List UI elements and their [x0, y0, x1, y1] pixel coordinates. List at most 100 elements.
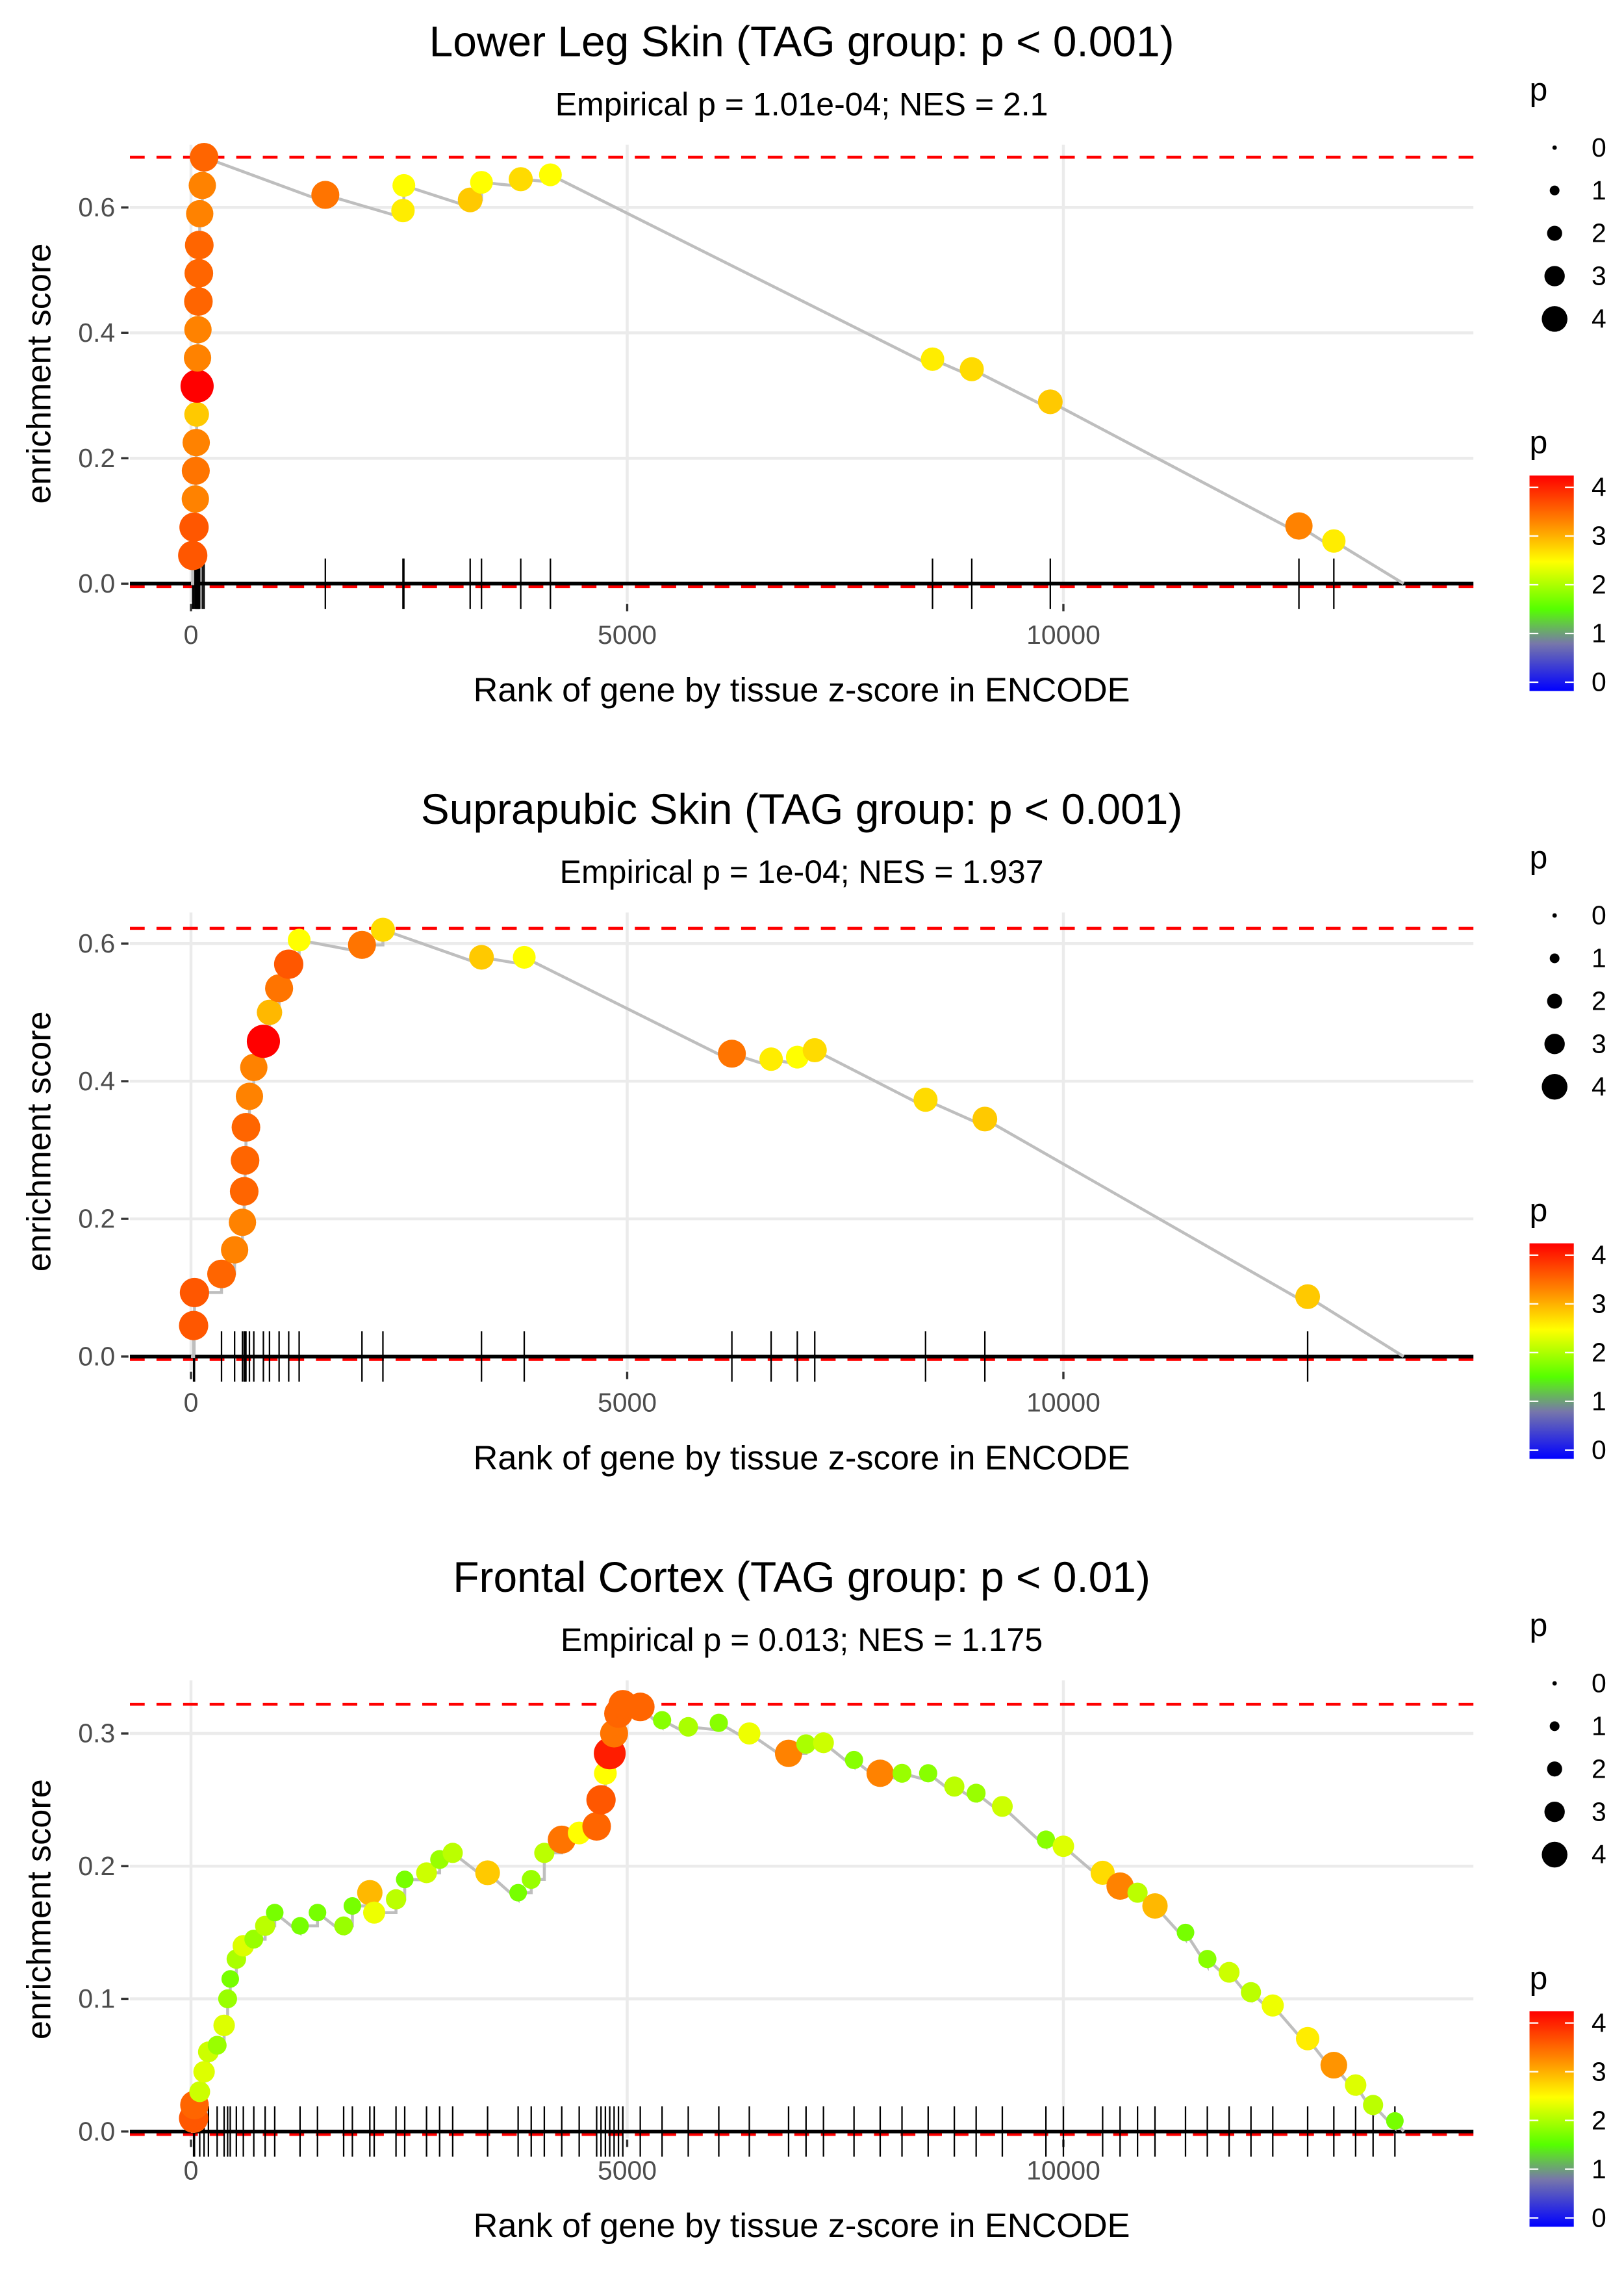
gene-point	[391, 199, 415, 223]
colorbar-label: 0	[1592, 2203, 1606, 2232]
colorbar	[1529, 475, 1574, 691]
gene-point	[944, 1776, 965, 1797]
gene-point	[190, 142, 219, 172]
gene-point	[1363, 2095, 1384, 2115]
gene-point	[586, 1785, 616, 1815]
gene-point	[1176, 1923, 1195, 1941]
gene-point	[184, 316, 212, 344]
size-legend-key	[1552, 913, 1557, 918]
gene-point	[475, 1860, 500, 1885]
y-axis-label: enrichment score	[20, 244, 58, 504]
color-legend-title: p	[1530, 1192, 1548, 1229]
gene-point	[796, 1734, 816, 1754]
gene-point	[738, 1722, 761, 1745]
gene-point	[469, 945, 494, 970]
x-tick-label: 10000	[1026, 2156, 1100, 2186]
gene-point	[470, 171, 493, 194]
colorbar-label: 3	[1592, 521, 1606, 551]
size-legend-key	[1549, 1721, 1560, 1731]
gene-point	[229, 1177, 259, 1206]
gene-point	[1320, 2052, 1347, 2079]
gene-point	[509, 167, 533, 192]
running-enrichment-curve	[191, 927, 1404, 1359]
gene-point	[416, 1862, 437, 1884]
size-legend-label: 2	[1592, 986, 1606, 1016]
gene-point	[309, 1904, 327, 1922]
gene-point	[509, 1884, 527, 1902]
size-legend-title: p	[1530, 71, 1548, 108]
chart-subtitle: Empirical p = 1.01e-04; NES = 2.1	[555, 86, 1048, 122]
gene-point	[522, 1870, 541, 1889]
gene-point	[1198, 1950, 1217, 1969]
colorbar-label: 0	[1592, 1435, 1606, 1464]
chart-subtitle: Empirical p = 0.013; NES = 1.175	[561, 1622, 1043, 1658]
colorbar-label: 1	[1592, 2154, 1606, 2184]
gene-point	[334, 1916, 353, 1935]
colorbar-label: 2	[1592, 2105, 1606, 2135]
gene-point	[240, 1053, 268, 1081]
size-legend-label: 3	[1592, 1028, 1606, 1058]
size-legend-label: 4	[1592, 1839, 1606, 1869]
gene-point	[231, 1113, 260, 1142]
size-legend-key	[1547, 225, 1562, 241]
colorbar	[1529, 2011, 1574, 2227]
chart-title: Suprapubic Skin (TAG group: p < 0.001)	[421, 785, 1183, 833]
chart-panel-2: Suprapubic Skin (TAG group: p < 0.001) Em…	[20, 785, 1606, 1477]
y-axis-label: enrichment score	[20, 1011, 58, 1271]
y-tick-label: 0.2	[78, 1204, 115, 1234]
colorbar-label: 3	[1592, 1288, 1606, 1318]
x-axis-label: Rank of gene by tissue z-score in ENCODE	[474, 1439, 1130, 1477]
size-legend-key	[1544, 1034, 1565, 1054]
gene-point	[396, 1871, 414, 1889]
size-legend-key	[1542, 1841, 1567, 1868]
size-legend-label: 4	[1592, 1071, 1606, 1101]
gene-point	[959, 357, 984, 381]
gene-point	[892, 1763, 912, 1783]
x-tick-label: 5000	[598, 620, 657, 650]
gene-point	[774, 1739, 802, 1767]
gene-point	[920, 347, 945, 371]
y-tick-label: 0.4	[78, 1066, 115, 1096]
gene-point	[626, 1693, 655, 1722]
gene-point	[266, 1904, 284, 1922]
color-legend-title: p	[1530, 424, 1548, 461]
gene-point	[392, 173, 416, 198]
x-tick-label: 10000	[1026, 1388, 1100, 1418]
gene-point	[1295, 2026, 1320, 2050]
size-legend-label: 3	[1592, 261, 1606, 291]
gene-point	[213, 2014, 235, 2036]
size-legend-key	[1544, 266, 1565, 287]
gene-point	[678, 1717, 698, 1737]
y-tick-label: 0.0	[78, 1342, 115, 1372]
gene-point	[802, 1038, 827, 1062]
gene-point	[207, 1259, 236, 1288]
gene-point	[255, 1915, 275, 1936]
gene-point	[311, 181, 340, 209]
gene-point	[709, 1713, 728, 1732]
gene-point	[178, 541, 208, 570]
gene-point	[1127, 1882, 1148, 1903]
y-tick-label: 0.4	[78, 318, 115, 348]
gene-point	[231, 1145, 260, 1175]
y-tick-label: 0.6	[78, 192, 115, 222]
gene-point	[193, 2061, 215, 2083]
gene-point	[246, 1025, 281, 1058]
chart-panel-3: Frontal Cortex (TAG group: p < 0.01) Empi…	[20, 1553, 1606, 2245]
x-tick-label: 0	[184, 1388, 199, 1418]
gene-point	[386, 1889, 407, 1910]
y-tick-label: 0.3	[78, 1718, 115, 1748]
size-legend-title: p	[1530, 1607, 1548, 1643]
gene-point	[1052, 1835, 1074, 1858]
gene-point	[1322, 529, 1346, 553]
size-legend-label: 2	[1592, 1754, 1606, 1783]
gene-point	[265, 974, 294, 1003]
colorbar-label: 1	[1592, 1386, 1606, 1416]
chart-subtitle: Empirical p = 1e-04; NES = 1.937	[560, 854, 1044, 890]
gene-point	[1345, 2074, 1367, 2096]
gene-point	[866, 1759, 894, 1787]
size-legend-label: 1	[1592, 943, 1606, 973]
y-tick-label: 0.2	[78, 1851, 115, 1881]
gene-point	[1386, 2112, 1404, 2130]
size-legend-label: 1	[1592, 1711, 1606, 1741]
size-legend-key	[1549, 953, 1560, 964]
